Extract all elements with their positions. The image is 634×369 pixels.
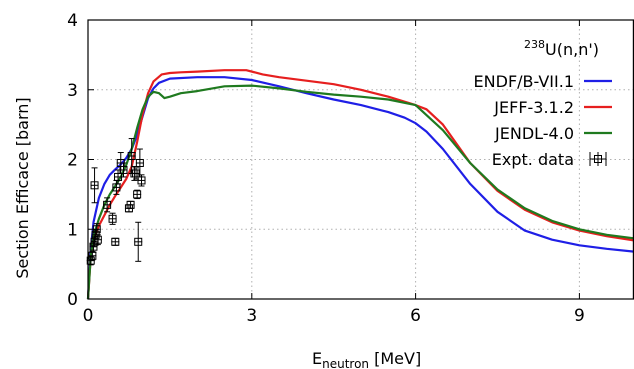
y-axis-label: Section Efficace [barn] <box>13 97 32 278</box>
legend-label-jendl-4-0: JENDL-4.0 <box>494 124 574 143</box>
series-expt-data <box>86 138 146 266</box>
series-line-endf-b-vii-1 <box>86 76 634 300</box>
x-axis-label: Eneutron [MeV] <box>312 349 421 369</box>
expt-data-point <box>90 181 99 190</box>
ticks: 0 3 6 9 0 1 2 3 4 <box>67 11 585 326</box>
x-axis-label-unit: [MeV] <box>369 349 421 368</box>
expt-data-point <box>137 176 146 185</box>
x-tick-label: 6 <box>410 306 421 326</box>
expt-data-point <box>133 190 142 199</box>
expt-data-point <box>86 256 95 265</box>
legend-label-expt-data: Expt. data <box>492 150 574 169</box>
series-line-jendl-4-0 <box>86 84 634 300</box>
legend-swatch-marker <box>594 155 602 163</box>
expt-data-point <box>103 200 112 209</box>
expt-data-point <box>111 237 120 246</box>
legend-title-main: U(n,n') <box>545 40 599 59</box>
y-tick-label: 1 <box>67 220 78 240</box>
y-tick-label: 2 <box>67 151 78 171</box>
expt-data-point <box>127 152 136 161</box>
legend-label-endf-b-vii-1: ENDF/B-VII.1 <box>474 72 574 91</box>
expt-data-point <box>93 235 102 244</box>
y-tick-label: 3 <box>67 81 78 101</box>
x-axis-label-sub: neutron <box>322 357 369 369</box>
legend-label-jeff-3-1-2: JEFF-3.1.2 <box>493 98 574 117</box>
expt-data-point <box>119 165 128 174</box>
grid <box>88 20 634 299</box>
expt-data-point <box>108 214 117 223</box>
expt-data-point <box>134 237 143 246</box>
legend-title-sup: 238 <box>524 38 545 51</box>
x-tick-label: 3 <box>246 306 257 326</box>
expt-data-point <box>135 158 144 167</box>
series-layer <box>86 69 634 300</box>
y-tick-label: 0 <box>67 290 78 310</box>
x-tick-label: 0 <box>83 306 94 326</box>
legend-title: 238U(n,n') <box>524 38 599 59</box>
y-tick-label: 4 <box>67 11 78 31</box>
expt-data-point <box>126 200 135 209</box>
x-tick-label: 9 <box>574 306 585 326</box>
legend: 238U(n,n') ENDF/B-VII.1 JEFF-3.1.2 JENDL-4… <box>474 38 612 169</box>
x-axis-label-main: E <box>312 349 322 368</box>
